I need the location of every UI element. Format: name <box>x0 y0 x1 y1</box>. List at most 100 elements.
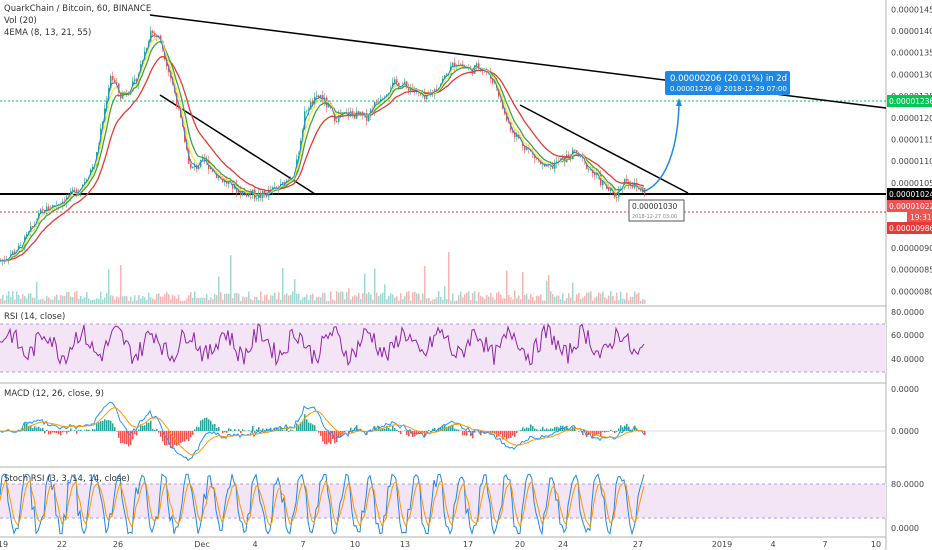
volume-bar <box>112 295 114 304</box>
candle-body <box>320 95 322 99</box>
volume-bar <box>60 294 62 304</box>
volume-bar <box>30 293 32 304</box>
candle-body <box>322 95 324 102</box>
volume-bar <box>222 299 224 304</box>
volume-bar <box>458 295 460 304</box>
volume-bar <box>448 252 450 304</box>
volume-bar <box>532 296 534 304</box>
volume-bar <box>516 298 518 304</box>
volume-bar <box>348 288 350 304</box>
macd-histogram-bar <box>154 429 156 431</box>
macd-histogram-bar <box>94 429 96 431</box>
volume-bar <box>334 300 336 304</box>
macd-histogram-bar <box>616 431 618 432</box>
macd-histogram-bar <box>248 430 250 431</box>
time-tick-label: 26 <box>113 540 123 549</box>
macd-histogram-bar <box>92 429 94 431</box>
macd-histogram-bar <box>506 431 508 440</box>
macd-histogram-bar <box>50 431 52 435</box>
macd-histogram-bar <box>218 427 220 431</box>
volume-bar <box>346 292 348 304</box>
macd-histogram-bar <box>500 431 502 435</box>
macd-histogram-bar <box>596 431 598 436</box>
candle-body <box>114 79 116 83</box>
volume-bar <box>36 281 38 304</box>
volume-bar <box>306 294 308 304</box>
macd-histogram-bar <box>118 431 120 438</box>
macd-histogram-bar <box>136 431 138 436</box>
volume-bar <box>624 299 626 304</box>
macd-histogram-bar <box>226 431 228 433</box>
volume-bar <box>598 292 600 304</box>
macd-histogram-bar <box>348 431 350 434</box>
macd-histogram-bar <box>312 424 314 431</box>
volume-bar <box>626 292 628 304</box>
volume-bar <box>58 300 60 304</box>
macd-histogram-bar <box>144 425 146 431</box>
macd-histogram-bar <box>142 425 144 431</box>
candle-body <box>328 103 330 108</box>
projection-arrow[interactable] <box>641 102 680 193</box>
stoch-tick-0: 0.0000 <box>891 524 919 533</box>
candle-body <box>420 92 422 95</box>
volume-bar <box>520 299 522 304</box>
macd-histogram-bar <box>162 431 164 442</box>
macd-histogram-bar <box>586 431 588 438</box>
chart-title: QuarkChain / Bitcoin, 60, BINANCE <box>4 4 151 14</box>
projection-arrowhead-icon <box>676 98 682 106</box>
volume-bar <box>338 292 340 304</box>
candle-body <box>316 95 318 97</box>
volume-bar <box>290 294 292 304</box>
volume-bar <box>398 300 400 304</box>
volume-bar <box>504 298 506 304</box>
volume-bar <box>576 294 578 304</box>
trendline-1[interactable] <box>159 94 316 195</box>
ema-21-line <box>0 41 645 262</box>
macd-histogram-bar <box>140 424 142 431</box>
volume-bar <box>244 297 246 304</box>
volume-bar <box>172 294 174 304</box>
volume-bar <box>530 294 532 304</box>
candle-body <box>636 182 638 187</box>
volume-bar <box>70 296 72 304</box>
macd-histogram-bar <box>384 428 386 431</box>
macd-histogram-bar <box>392 425 394 431</box>
macd-histogram-bar <box>512 431 514 436</box>
macd-histogram-bar <box>98 422 100 431</box>
volume-bar <box>208 299 210 304</box>
macd-histogram-bar <box>592 431 594 438</box>
volume-bar <box>74 292 76 304</box>
time-tick-label: 2019 <box>712 540 732 549</box>
candle-body <box>506 113 508 121</box>
volume-bar <box>152 298 154 304</box>
volume-bar <box>150 297 152 304</box>
macd-histogram-bar <box>88 429 90 431</box>
volume-bar <box>446 298 448 304</box>
time-axis[interactable]: 19 22 26 Dec 4 7 10 13 17 20 24 27 2019 4 7 10 <box>0 540 881 549</box>
volume-bar <box>374 268 376 304</box>
macd-histogram-bar <box>524 428 526 431</box>
macd-histogram-bar <box>336 431 338 443</box>
candle-body <box>242 190 244 196</box>
volume-bar <box>324 292 326 304</box>
macd-histogram-bar <box>196 426 198 431</box>
macd-histogram-bar <box>182 431 184 442</box>
candle-body <box>546 164 548 167</box>
volume-bar <box>388 295 390 304</box>
volume-bar <box>440 296 442 304</box>
macd-histogram-bar <box>630 429 632 431</box>
candle-body <box>310 101 312 110</box>
macd-histogram-bar <box>396 429 398 431</box>
ema-13-line <box>0 36 645 262</box>
volume-bar <box>2 295 4 304</box>
volume-bar <box>564 300 566 304</box>
macd-histogram-bar <box>124 431 126 444</box>
macd-histogram-bar <box>464 431 466 436</box>
projection-label[interactable] <box>665 71 790 95</box>
volume-bar <box>68 291 70 304</box>
